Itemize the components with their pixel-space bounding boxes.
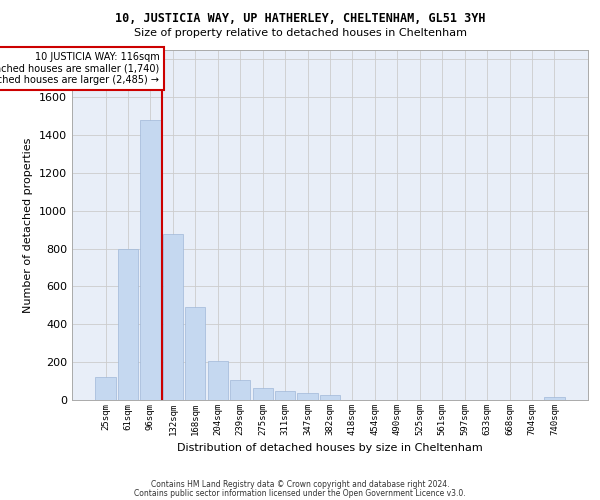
Bar [208,361,228,400]
Bar [95,378,116,400]
Bar [118,248,138,400]
Text: Size of property relative to detached houses in Cheltenham: Size of property relative to detached ho… [133,28,467,38]
Bar [163,234,183,400]
Bar [253,388,273,400]
Bar [544,396,565,400]
Bar [140,120,161,400]
Y-axis label: Number of detached properties: Number of detached properties [23,138,34,312]
Bar [298,394,317,400]
Bar [320,394,340,400]
Text: Contains public sector information licensed under the Open Government Licence v3: Contains public sector information licen… [134,488,466,498]
Text: Contains HM Land Registry data © Crown copyright and database right 2024.: Contains HM Land Registry data © Crown c… [151,480,449,489]
Bar [275,392,295,400]
Text: 10 JUSTICIA WAY: 116sqm
← 41% of detached houses are smaller (1,740)
58% of semi: 10 JUSTICIA WAY: 116sqm ← 41% of detache… [0,52,160,85]
Text: 10, JUSTICIA WAY, UP HATHERLEY, CHELTENHAM, GL51 3YH: 10, JUSTICIA WAY, UP HATHERLEY, CHELTENH… [115,12,485,26]
Bar [185,308,205,400]
X-axis label: Distribution of detached houses by size in Cheltenham: Distribution of detached houses by size … [177,444,483,454]
Bar [230,380,250,400]
